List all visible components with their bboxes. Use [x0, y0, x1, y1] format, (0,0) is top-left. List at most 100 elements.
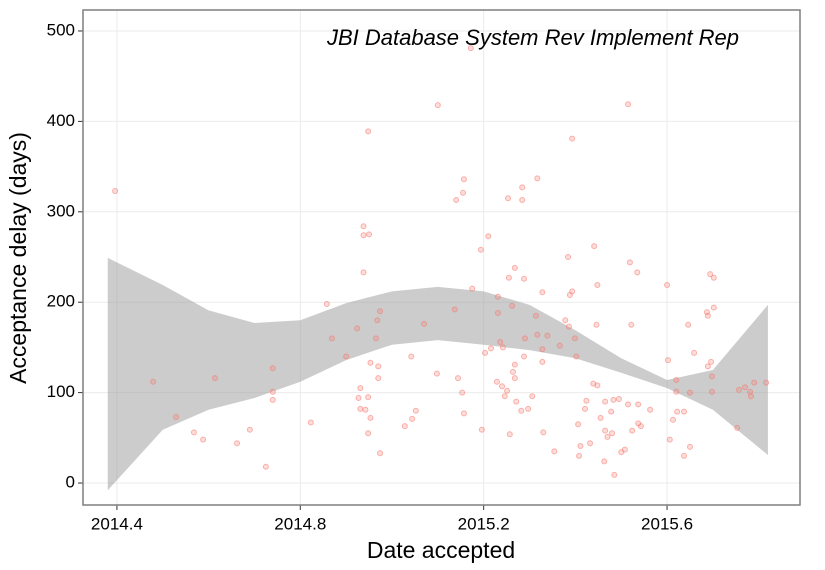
- point: [747, 393, 754, 400]
- point: [608, 408, 615, 415]
- point: [611, 471, 618, 478]
- point: [467, 45, 474, 52]
- point: [637, 423, 644, 430]
- point: [591, 243, 598, 250]
- point: [451, 306, 458, 313]
- point: [375, 363, 382, 370]
- point: [610, 396, 617, 403]
- point: [501, 393, 508, 400]
- y-tick-label: 100: [47, 382, 75, 401]
- point: [460, 189, 467, 196]
- point: [534, 175, 541, 182]
- point: [569, 135, 576, 142]
- point: [556, 342, 563, 349]
- confidence-band: [107, 257, 768, 491]
- point: [710, 304, 717, 311]
- point: [708, 388, 715, 395]
- point: [708, 358, 715, 365]
- point: [594, 382, 601, 389]
- plot-panel: [83, 10, 800, 505]
- point: [521, 275, 528, 282]
- point: [736, 386, 743, 393]
- point: [625, 401, 632, 408]
- point: [734, 424, 741, 431]
- point: [421, 320, 428, 327]
- point: [485, 233, 492, 240]
- point: [518, 407, 525, 414]
- point: [357, 405, 364, 412]
- point: [269, 396, 276, 403]
- point: [269, 388, 276, 395]
- point: [539, 346, 546, 353]
- point: [635, 401, 642, 408]
- point: [307, 419, 314, 426]
- point: [686, 389, 693, 396]
- point: [365, 128, 372, 135]
- point: [494, 310, 501, 317]
- point: [367, 414, 374, 421]
- y-tick-label: 300: [47, 201, 75, 220]
- point: [375, 375, 382, 382]
- point: [597, 414, 604, 421]
- point: [532, 312, 539, 319]
- point: [372, 335, 379, 342]
- point: [634, 269, 641, 276]
- point: [409, 415, 416, 422]
- point: [408, 353, 415, 360]
- point: [190, 429, 197, 436]
- point: [511, 361, 518, 368]
- point: [482, 349, 489, 356]
- point: [513, 398, 520, 405]
- point: [625, 101, 632, 108]
- point: [577, 442, 584, 449]
- point: [583, 397, 590, 404]
- point: [360, 232, 367, 239]
- point: [647, 406, 654, 413]
- point: [581, 405, 588, 412]
- point: [594, 282, 601, 289]
- point: [493, 378, 500, 385]
- point: [510, 368, 517, 375]
- point: [529, 393, 536, 400]
- point: [562, 317, 569, 324]
- point: [573, 353, 580, 360]
- point: [112, 188, 119, 195]
- y-tick-label: 0: [66, 473, 75, 492]
- point: [434, 102, 441, 109]
- point: [433, 370, 440, 377]
- point: [412, 407, 419, 414]
- point: [519, 197, 526, 204]
- point: [269, 365, 276, 372]
- point: [365, 430, 372, 437]
- point: [377, 450, 384, 457]
- point: [234, 440, 241, 447]
- point: [469, 285, 476, 292]
- point: [453, 197, 460, 204]
- point: [673, 376, 680, 383]
- point: [328, 335, 335, 342]
- x-tick-label: 2015.6: [641, 514, 693, 533]
- point: [544, 332, 551, 339]
- point: [593, 321, 600, 328]
- point: [506, 431, 513, 438]
- x-axis-title: Date accepted: [367, 537, 515, 563]
- point: [504, 387, 511, 394]
- point: [521, 335, 528, 342]
- point: [478, 426, 485, 433]
- point: [628, 321, 635, 328]
- point: [621, 446, 628, 453]
- point: [519, 184, 526, 191]
- point: [455, 375, 462, 382]
- point: [664, 357, 671, 364]
- point: [626, 259, 633, 266]
- point: [629, 427, 636, 434]
- point: [664, 282, 671, 289]
- point: [604, 433, 611, 440]
- point: [488, 345, 495, 352]
- x-tick-label: 2015.2: [458, 514, 510, 533]
- y-tick-label: 500: [47, 20, 75, 39]
- point: [539, 289, 546, 296]
- point: [601, 458, 608, 465]
